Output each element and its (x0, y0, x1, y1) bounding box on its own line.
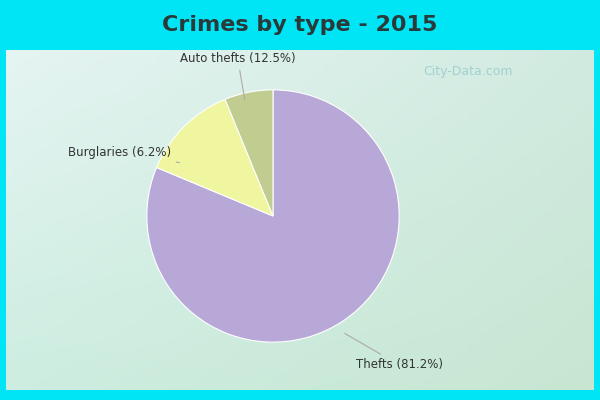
Wedge shape (225, 90, 273, 216)
Wedge shape (157, 99, 273, 216)
Text: Thefts (81.2%): Thefts (81.2%) (345, 334, 443, 371)
Bar (0, 390, 600, 400)
Wedge shape (147, 90, 399, 342)
Text: Crimes by type - 2015: Crimes by type - 2015 (163, 15, 437, 35)
Text: Auto thefts (12.5%): Auto thefts (12.5%) (180, 52, 295, 100)
Text: Burglaries (6.2%): Burglaries (6.2%) (68, 146, 179, 162)
Bar (0, 0, 600, 50)
Bar (594, 0, 600, 400)
Text: City-Data.com: City-Data.com (423, 66, 513, 78)
Bar (0, 0, 6, 400)
